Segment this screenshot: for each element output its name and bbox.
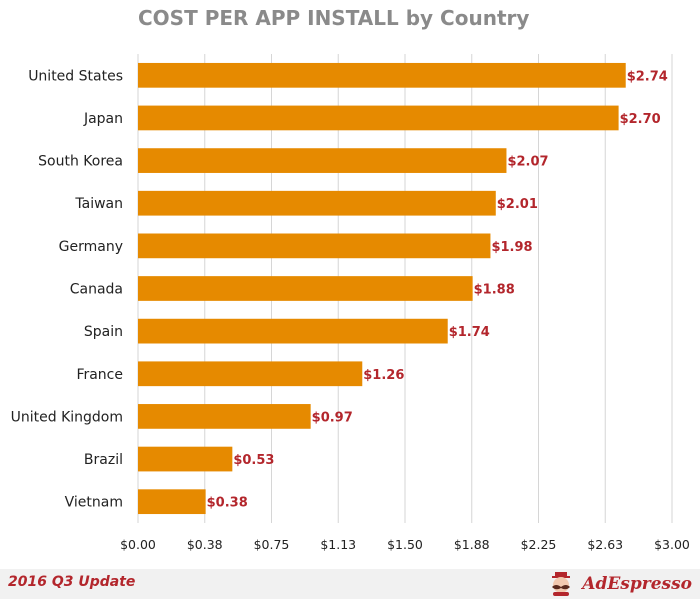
value-label: $2.07 [507,155,548,170]
category-label: Japan [83,111,123,127]
bar [138,489,206,515]
x-tick-label: $0.00 [120,537,156,552]
x-tick-label: $0.38 [187,537,223,552]
x-tick-label: $1.88 [454,537,490,552]
chart-title: COST PER APP INSTALL by Country [138,6,530,30]
bar [138,446,233,472]
category-label: Spain [84,324,123,340]
x-tick-label: $1.13 [320,537,356,552]
bar [138,404,311,429]
bar [138,148,507,173]
bar [138,105,619,131]
bar [138,361,363,387]
x-tick-label: $0.75 [254,537,290,552]
footer-band [0,569,700,599]
bar [138,276,473,301]
x-tick-label: $2.63 [587,537,623,552]
value-label: $1.98 [491,240,532,255]
category-label: United Kingdom [11,409,123,425]
bar [138,62,626,88]
value-label: $0.53 [233,453,274,468]
category-label: United States [28,68,123,84]
category-label: Germany [59,239,123,255]
brand-logo: AdEspresso [546,570,692,598]
category-label: South Korea [38,154,123,170]
value-label: $0.38 [207,496,248,511]
update-label: 2016 Q3 Update [8,574,136,590]
category-label: Vietnam [65,495,123,511]
value-label: $1.26 [363,368,404,383]
bar [138,190,496,216]
bars-layer [138,62,626,515]
brand-name: AdEspresso [582,574,692,594]
x-tick-label: $2.25 [521,537,557,552]
category-label: Taiwan [74,196,123,212]
category-label: Brazil [84,452,123,468]
value-label: $1.74 [449,325,490,340]
value-label: $1.88 [474,283,515,298]
mustache-mascot-icon [552,572,571,596]
category-label: Canada [70,282,123,298]
value-label: $0.97 [312,410,353,425]
x-tick-label: $1.50 [387,537,423,552]
bar [138,318,448,344]
value-label: $2.74 [627,69,668,84]
category-label: France [76,367,123,383]
bar [138,233,491,259]
labels-layer: $0.00 $0.38 $0.75 $1.13 $1.50 $1.88 $2.25 $2.63… [11,68,690,552]
x-tick-label: $3.00 [654,537,690,552]
bar-chart: $0.00 $0.38 $0.75 $1.13 $1.50 $1.88 $2.25 $2.63… [11,54,690,552]
value-label: $2.70 [620,112,661,127]
value-label: $2.01 [497,197,538,212]
